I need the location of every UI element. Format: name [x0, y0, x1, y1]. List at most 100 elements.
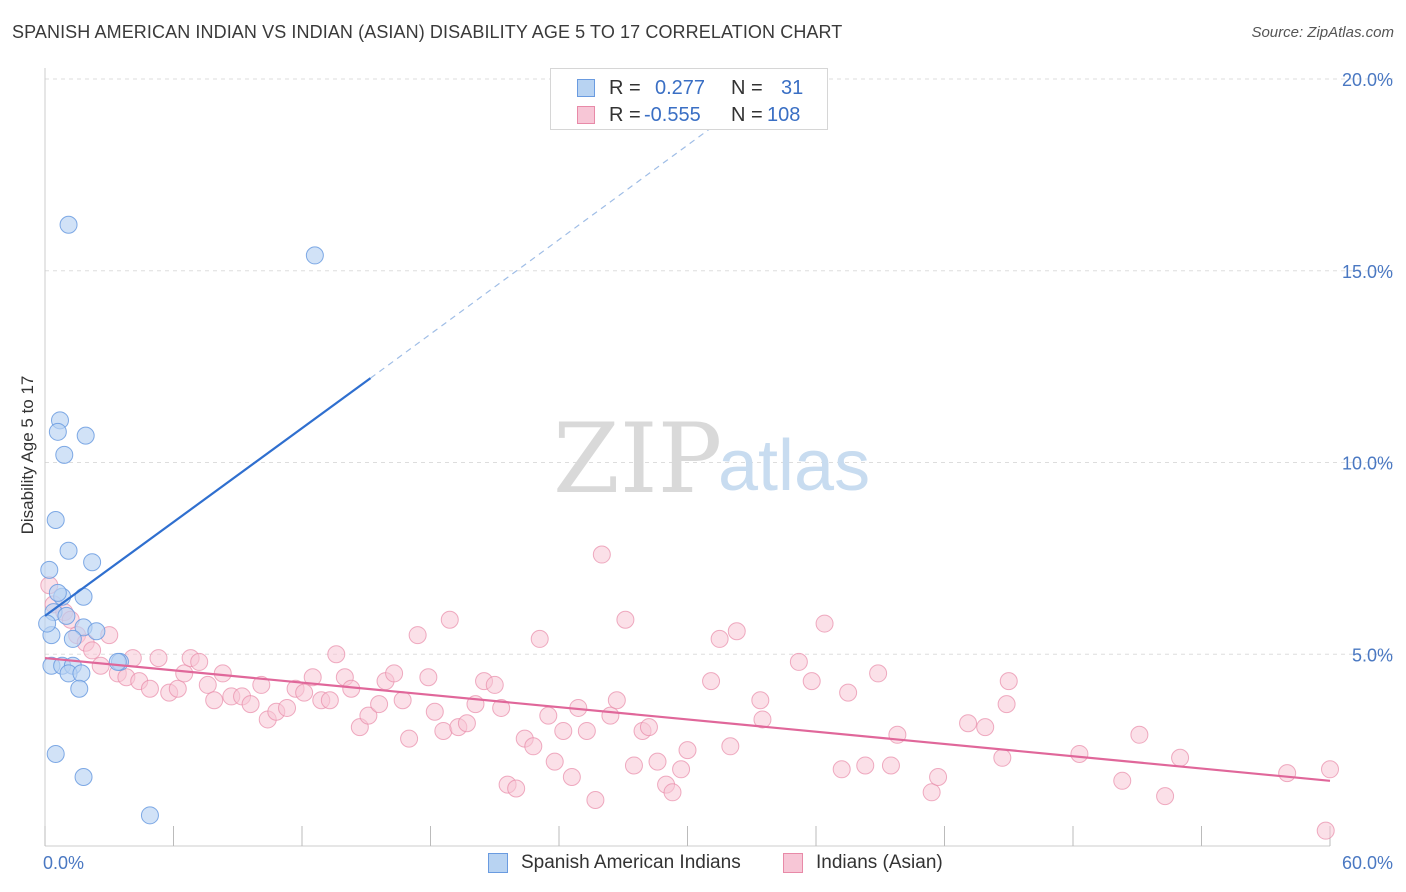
legend-row-spanish-american-indians: R = 0.277 N = 31 [551, 74, 827, 100]
series-indians-asian [40, 545, 1339, 840]
data-point-indians-asian [993, 748, 1012, 767]
data-point-indians-asian [959, 714, 978, 733]
data-point-spanish-american-indians [305, 246, 324, 265]
tick-labels: 5.0% 10.0% 15.0% 20.0% 0.0% 60.0% [43, 70, 1393, 873]
data-point-indians-asian [400, 729, 419, 748]
data-point-indians-asian [592, 545, 611, 564]
data-point-indians-asian [1321, 760, 1339, 779]
data-point-indians-asian [607, 691, 626, 710]
data-point-indians-asian [710, 629, 729, 648]
trend-line-spanish-american-indians [44, 377, 372, 617]
legend-r-label: R = [609, 104, 641, 126]
watermark: ZIP atlas [553, 403, 870, 515]
data-point-indians-asian [751, 691, 770, 710]
x-tick-label-min: 0.0% [43, 853, 84, 873]
legend-r-value: -0.555 [644, 104, 701, 126]
correlation-legend: R = 0.277 N = 31 R = -0.555 N = 108 [550, 68, 828, 130]
data-point-indians-asian [753, 710, 772, 729]
legend-n-value: 108 [767, 104, 801, 126]
data-point-indians-asian [190, 652, 209, 671]
trend-extension-spanish-american-indians [370, 105, 742, 379]
data-point-spanish-american-indians [46, 744, 65, 763]
data-point-spanish-american-indians [48, 583, 67, 602]
data-point-indians-asian [976, 718, 995, 737]
data-point-indians-asian [727, 622, 746, 641]
data-point-indians-asian [457, 714, 476, 733]
data-point-indians-asian [545, 752, 564, 771]
data-point-indians-asian [789, 652, 808, 671]
data-point-indians-asian [616, 610, 635, 629]
data-point-indians-asian [815, 614, 834, 633]
chart-title: SPANISH AMERICAN INDIAN VS INDIAN (ASIAN… [12, 22, 843, 42]
data-point-indians-asian [639, 718, 658, 737]
data-point-indians-asian [663, 783, 682, 802]
x-tick-label-max: 60.0% [1342, 853, 1393, 873]
legend-n-label: N = [731, 77, 763, 99]
data-point-indians-asian [205, 691, 224, 710]
data-point-indians-asian [856, 756, 875, 775]
data-point-indians-asian [1156, 787, 1175, 806]
data-point-indians-asian [485, 675, 504, 694]
data-point-spanish-american-indians [108, 652, 127, 671]
bottom-legend-label: Indians (Asian) [816, 852, 943, 873]
data-point-indians-asian [140, 679, 159, 698]
data-point-indians-asian [869, 664, 888, 683]
data-point-indians-asian [168, 679, 187, 698]
data-point-indians-asian [91, 656, 110, 675]
data-point-indians-asian [721, 737, 740, 756]
legend-swatch-blue [577, 79, 595, 97]
data-point-indians-asian [1130, 725, 1149, 744]
data-point-spanish-american-indians [48, 422, 67, 441]
data-point-indians-asian [539, 706, 558, 725]
data-point-indians-asian [507, 779, 526, 798]
data-point-indians-asian [881, 756, 900, 775]
data-point-indians-asian [425, 702, 444, 721]
data-point-indians-asian [524, 737, 543, 756]
data-point-spanish-american-indians [59, 215, 78, 234]
y-tick-label: 20.0% [1342, 70, 1393, 90]
bottom-legend-swatch-pink [783, 853, 803, 873]
data-point-indians-asian [278, 698, 297, 717]
legend-swatch-pink [577, 106, 595, 124]
y-axis-title: Disability Age 5 to 17 [18, 375, 37, 535]
axes [44, 68, 1331, 847]
data-point-indians-asian [702, 672, 721, 691]
y-tick-label: 10.0% [1342, 454, 1393, 474]
data-point-indians-asian [241, 695, 260, 714]
data-point-spanish-american-indians [140, 806, 159, 825]
data-point-indians-asian [303, 668, 322, 687]
watermark-atlas: atlas [718, 426, 870, 506]
legend-r-value: 0.277 [655, 77, 706, 99]
data-point-indians-asian [419, 668, 438, 687]
legend-n-value: 31 [781, 77, 804, 99]
bottom-legend-label: Spanish American Indians [521, 852, 741, 873]
data-point-indians-asian [252, 675, 271, 694]
data-point-indians-asian [929, 767, 948, 786]
data-point-spanish-american-indians [40, 560, 59, 579]
data-point-indians-asian [327, 645, 346, 664]
data-point-indians-asian [359, 706, 378, 725]
data-point-indians-asian [577, 721, 596, 740]
data-point-indians-asian [393, 691, 412, 710]
data-point-indians-asian [295, 683, 314, 702]
watermark-zip: ZIP [553, 403, 722, 515]
bottom-legend-swatch-blue [488, 853, 508, 873]
y-tick-label: 15.0% [1342, 262, 1393, 282]
legend-r-label: R = [609, 77, 641, 99]
data-point-indians-asian [1070, 744, 1089, 763]
data-point-spanish-american-indians [74, 767, 93, 786]
data-point-indians-asian [922, 783, 941, 802]
data-point-indians-asian [672, 760, 691, 779]
data-point-spanish-american-indians [46, 511, 65, 530]
data-point-indians-asian [624, 756, 643, 775]
bottom-legend-spanish-american-indians: Spanish American Indians [488, 852, 768, 876]
data-point-indians-asian [408, 626, 427, 645]
data-point-indians-asian [1278, 764, 1297, 783]
data-point-spanish-american-indians [59, 541, 78, 560]
data-point-indians-asian [1171, 748, 1190, 767]
data-point-spanish-american-indians [72, 664, 91, 683]
series-spanish-american-indians [38, 215, 324, 825]
data-point-spanish-american-indians [87, 622, 106, 641]
data-point-indians-asian [832, 760, 851, 779]
